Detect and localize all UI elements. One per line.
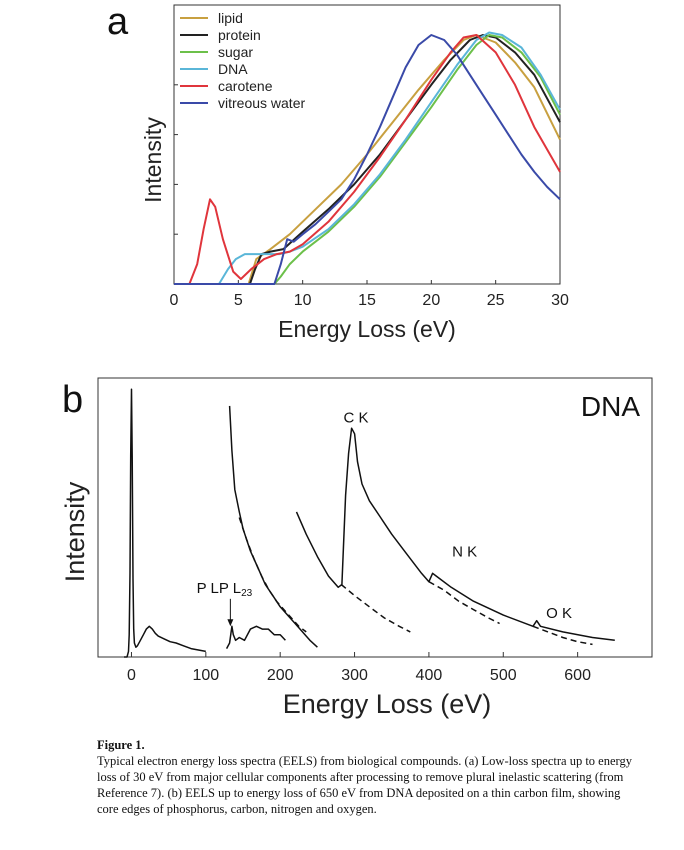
panel-b-xtick-label-3: 300 — [341, 667, 368, 684]
panel-b-xlabel: Energy Loss (eV) — [283, 689, 492, 719]
panel-a-series-4 — [174, 34, 561, 285]
panel-b-annotation-0: P LP L23 — [197, 580, 253, 599]
panel-b-ylabel: Intensity — [60, 481, 90, 582]
panel-b-series-7 — [532, 625, 593, 646]
panel-b-xtick-label-1: 100 — [192, 667, 219, 684]
panel-b-annotation-1: C K — [344, 410, 369, 427]
panel-b-xtick-label-0: 0 — [127, 667, 136, 684]
panel-b-xtick-label-5: 500 — [490, 667, 517, 684]
panel-a-xtick-label-6: 30 — [551, 292, 569, 309]
panel-a-xtick-label-2: 10 — [294, 292, 312, 309]
panel-a-xtick-label-0: 0 — [170, 292, 179, 309]
panel-a-xtick-label-4: 20 — [422, 292, 440, 309]
panel-a-legend-label-1: protein — [218, 27, 261, 43]
caption-label: Figure 1. — [97, 738, 145, 752]
panel-a-series-3 — [174, 31, 561, 285]
panel-b-label: b — [62, 379, 83, 421]
panel-b-xtick-label-2: 200 — [267, 667, 294, 684]
panel-a-chart: a 0 5 10 15 20 25 30 Energy Loss (eV) Intensity li… — [107, 1, 569, 342]
panel-a-legend-label-5: vitreous water — [218, 95, 305, 111]
panel-b-chart: b DNA 0 100 200 300 400 500 600 Energy Loss (eV) I… — [60, 377, 653, 719]
figure-caption: Figure 1. Typical electron energy loss s… — [97, 737, 637, 817]
panel-b-series-6 — [428, 581, 500, 625]
panel-a-legend-label-4: carotene — [218, 78, 273, 94]
panel-b-series-5 — [340, 583, 411, 633]
panel-b-plot-frame — [97, 377, 653, 658]
panel-a-legend-label-3: DNA — [218, 61, 248, 77]
panel-a-xtick-label-1: 5 — [234, 292, 243, 309]
panel-a-xtick-label-3: 15 — [358, 292, 376, 309]
panel-a-ylabel: Intensity — [140, 117, 166, 203]
panel-b-xtick-label-4: 400 — [416, 667, 443, 684]
panel-b-series-2 — [228, 405, 318, 648]
panel-b-series-0 — [124, 388, 206, 658]
panel-a-label: a — [107, 1, 129, 43]
panel-b-series-3 — [238, 517, 307, 633]
panel-b-annotation-3: O K — [546, 605, 572, 622]
panel-a-series-2 — [174, 34, 561, 285]
panel-a-legend-label-2: sugar — [218, 44, 253, 60]
panel-b-annotation-2: N K — [452, 544, 477, 561]
panel-a-legend-label-0: lipid — [218, 10, 243, 26]
panel-b-annotation-0-subscript: 23 — [241, 588, 253, 599]
caption-text: Typical electron energy loss spectra (EE… — [97, 754, 632, 816]
panel-b-title: DNA — [581, 391, 640, 422]
panel-b-series-1 — [225, 625, 286, 649]
panel-a-xlabel: Energy Loss (eV) — [278, 316, 456, 342]
panel-a-xtick-label-5: 25 — [487, 292, 505, 309]
panel-a-series-5 — [174, 34, 561, 285]
panel-b-annotation-0-arrow-head — [227, 619, 234, 627]
panel-b-xtick-label-6: 600 — [564, 667, 591, 684]
